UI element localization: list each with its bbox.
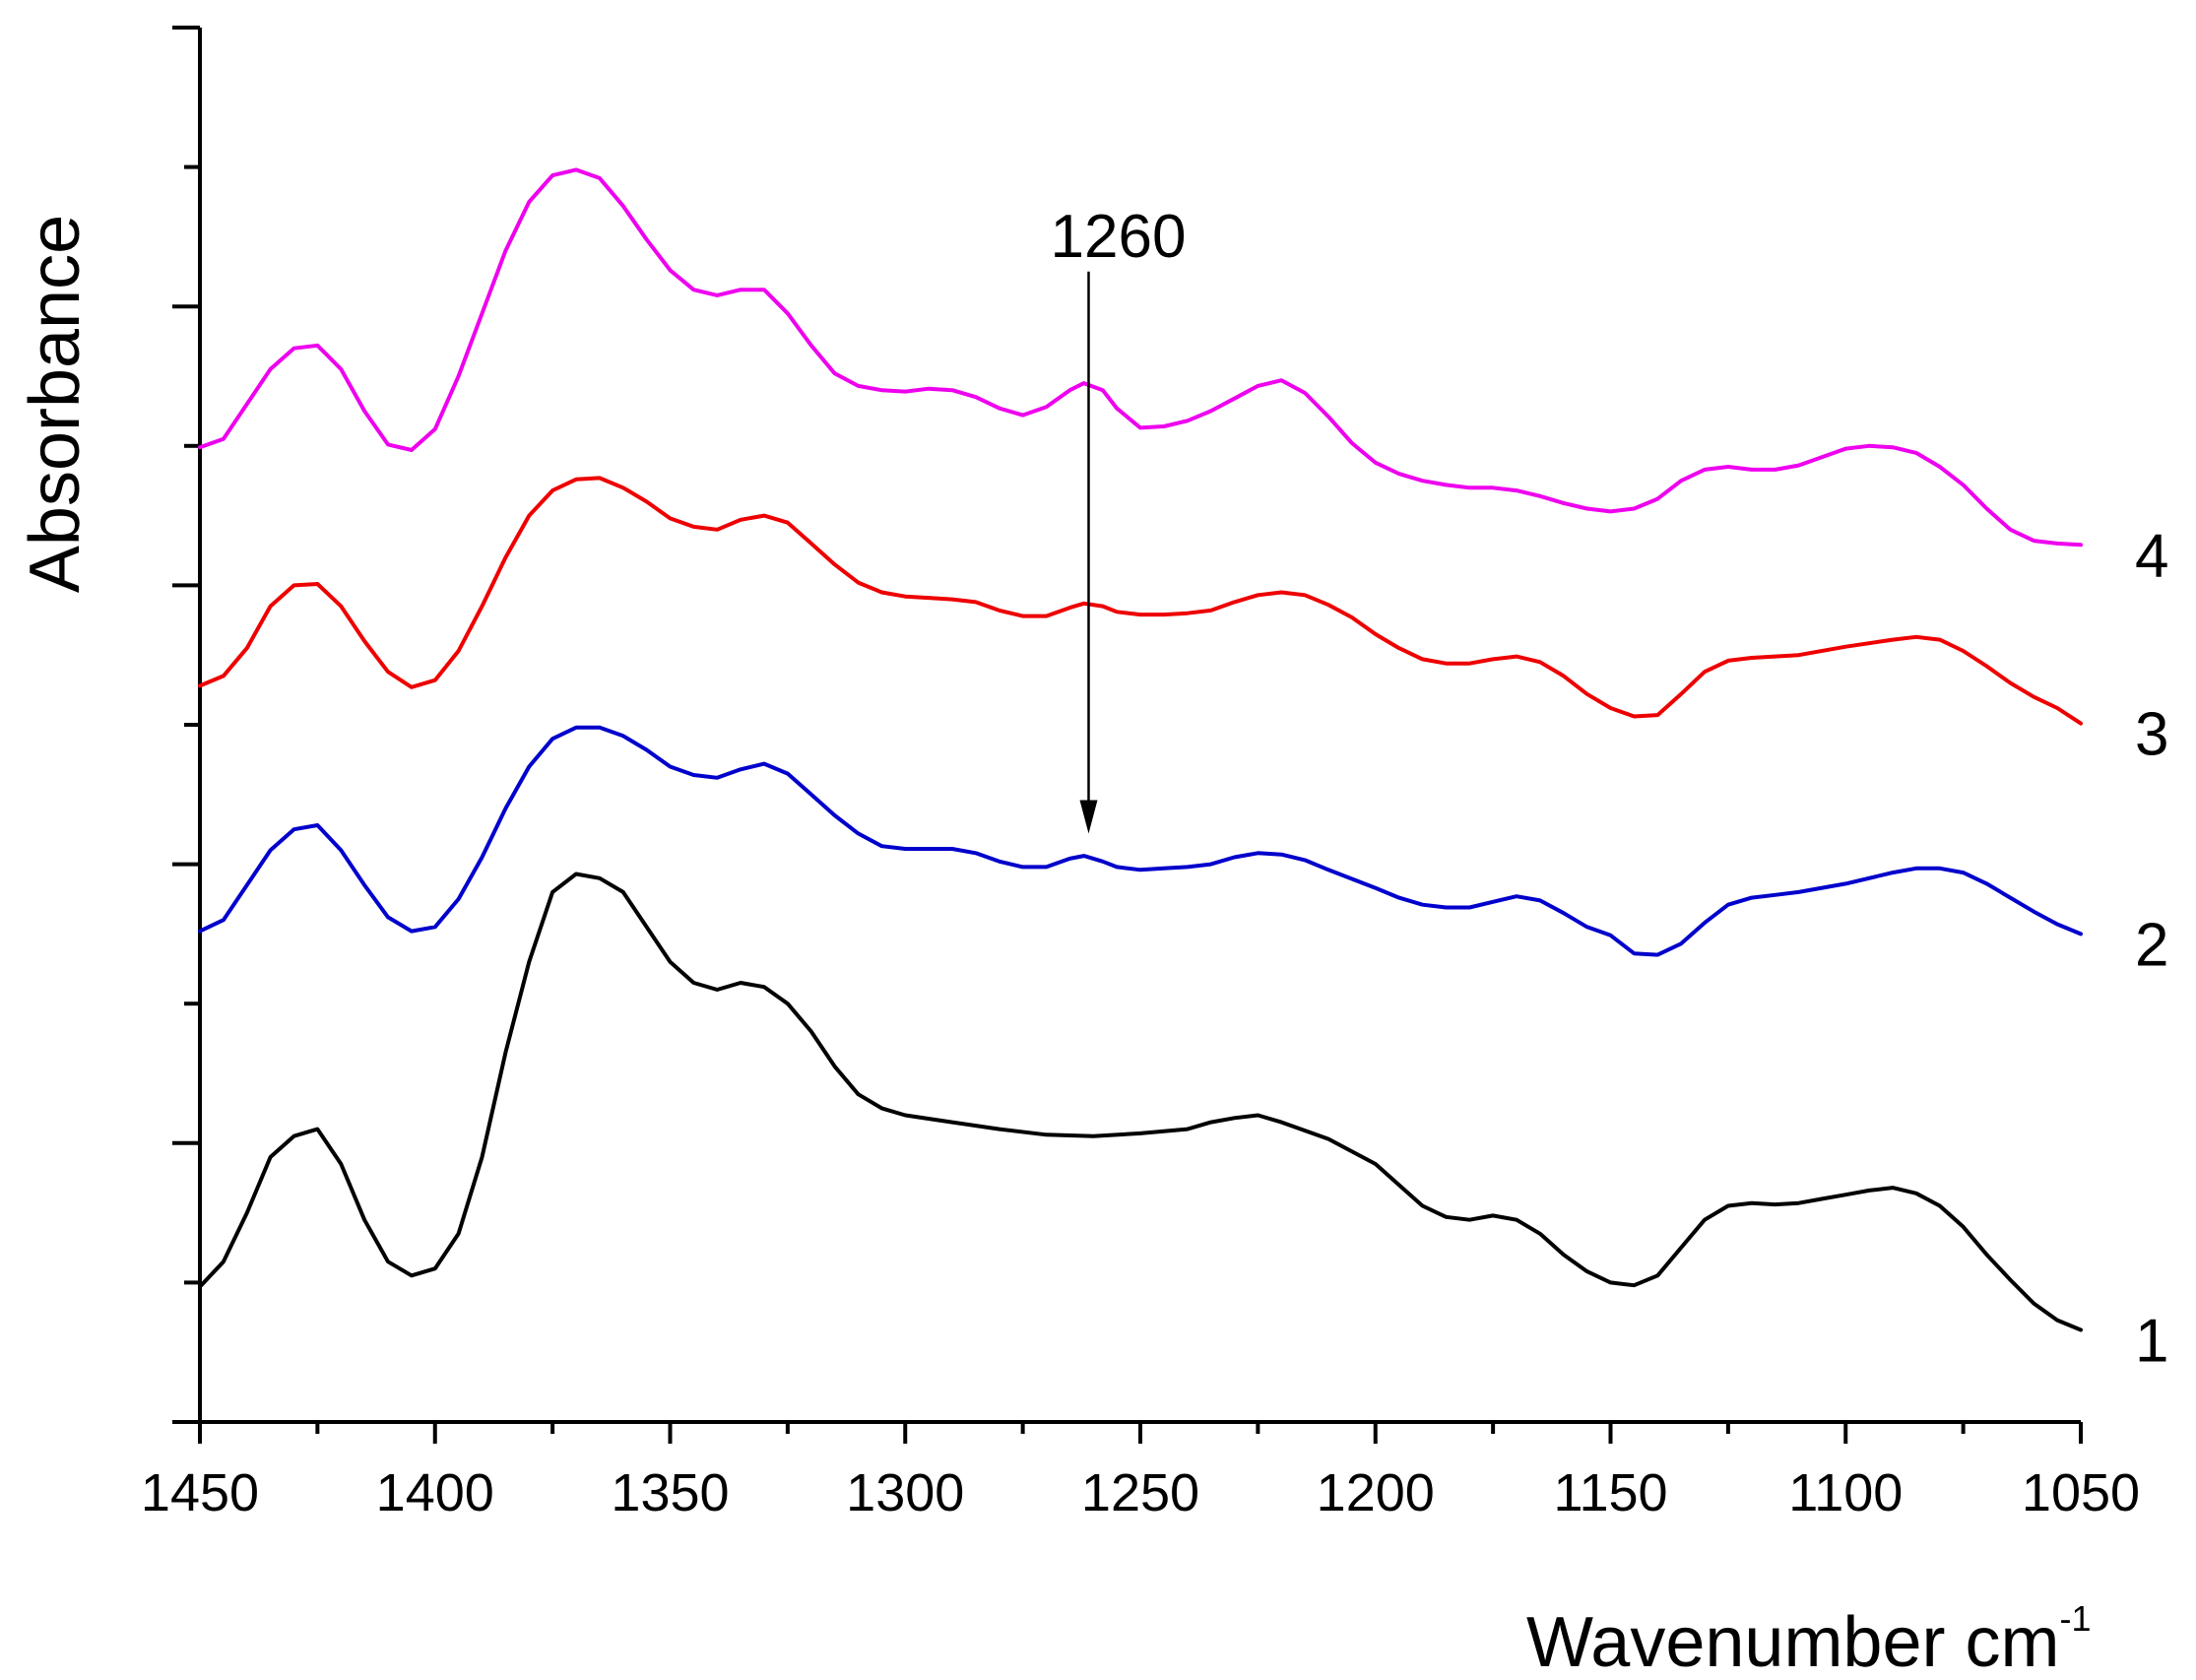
axes: 1450 1400 1350 1300 1250 1200 1150 1100 1050 [141,26,2140,1522]
x-tick-label: 1250 [1081,1463,1199,1522]
y-ticks [172,26,200,1424]
x-tick-label: 1150 [1553,1463,1667,1522]
series-group [198,167,2083,1332]
series-label-4: 4 [2135,522,2168,590]
x-tick-labels: 1450 1400 1350 1300 1250 1200 1150 1100 1050 [141,1463,2140,1522]
x-tick-label: 1200 [1317,1463,1435,1522]
series-line-3 [198,476,2083,726]
series-label-2: 2 [2135,911,2168,979]
annotation-label: 1260 [1051,203,1187,271]
series-label-1: 1 [2135,1308,2168,1376]
annotation-arrow-head [1079,800,1098,834]
series-label-3: 3 [2135,701,2168,769]
x-ticks [198,1422,2083,1444]
x-axis-title-main: Wavenumber cm [1526,1603,2059,1680]
series-line-1 [198,872,2083,1332]
x-tick-label: 1350 [611,1463,729,1522]
series-labels: 1 2 3 4 [2135,522,2168,1375]
x-tick-label: 1300 [846,1463,964,1522]
annotation-group: 1260 [1051,203,1187,834]
x-tick-label: 1050 [2022,1463,2140,1522]
x-tick-label: 1400 [376,1463,494,1522]
series-line-2 [198,725,2083,957]
series-line-4 [198,167,2083,548]
x-axis-title-superscript: -1 [2059,1598,2091,1639]
x-tick-label: 1450 [141,1463,259,1522]
y-axis-title: Absorbance [16,215,95,593]
x-tick-label: 1100 [1788,1463,1903,1522]
x-axis-title: Wavenumber cm-1 [1526,1598,2092,1680]
